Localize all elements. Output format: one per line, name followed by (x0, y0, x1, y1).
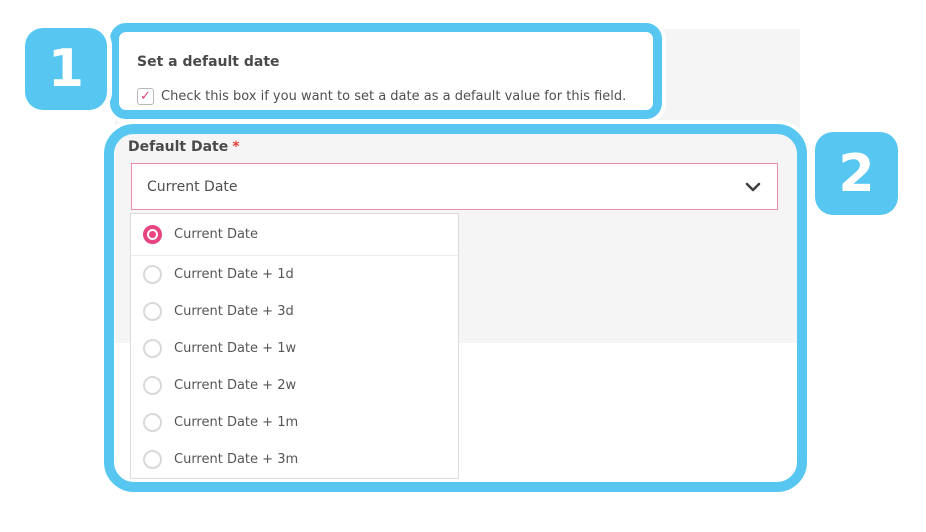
checkmark-icon: ✓ (140, 88, 151, 104)
dropdown-option[interactable]: Current Date + 3d (131, 293, 458, 330)
dropdown-option-label: Current Date + 2w (174, 378, 297, 393)
dropdown-option[interactable]: Current Date + 1m (131, 404, 458, 441)
dropdown-option-label: Current Date + 3d (174, 304, 294, 319)
set-default-date-section: Set a default date ✓ Check this box if y… (128, 41, 644, 105)
select-value: Current Date (147, 178, 238, 195)
dropdown-option-label: Current Date + 1m (174, 415, 299, 430)
radio-icon[interactable] (143, 413, 162, 432)
dropdown-option[interactable]: Current Date (131, 214, 458, 256)
dropdown-option[interactable]: Current Date + 3m (131, 441, 458, 478)
checkbox-label: Check this box if you want to set a date… (161, 89, 627, 104)
default-date-checkbox[interactable]: ✓ (137, 88, 154, 105)
radio-icon[interactable] (143, 302, 162, 321)
default-date-dropdown: Current Date Current Date + 1d Current D… (130, 213, 459, 479)
dropdown-option[interactable]: Current Date + 1w (131, 330, 458, 367)
field-label-text: Default Date (128, 139, 229, 155)
dropdown-option[interactable]: Current Date + 2w (131, 367, 458, 404)
dropdown-option-label: Current Date + 1w (174, 341, 297, 356)
default-date-field-label: Default Date * (128, 139, 240, 155)
dropdown-option-label: Current Date (174, 227, 259, 242)
dropdown-option-label: Current Date + 1d (174, 267, 294, 282)
set-default-date-checkbox-row: ✓ Check this box if you want to set a da… (137, 88, 626, 105)
default-date-select[interactable]: Current Date (131, 163, 778, 210)
radio-icon[interactable] (143, 450, 162, 469)
step-2-badge: 2 (815, 132, 898, 215)
radio-icon[interactable] (143, 339, 162, 358)
radio-icon[interactable] (143, 376, 162, 395)
step-1-badge: 1 (25, 28, 107, 110)
dropdown-option[interactable]: Current Date + 1d (131, 256, 458, 293)
set-default-date-title: Set a default date (137, 54, 280, 70)
required-asterisk: * (232, 139, 240, 155)
chevron-down-icon[interactable] (745, 182, 761, 192)
dropdown-option-label: Current Date + 3m (174, 452, 299, 467)
annotation-box-step-1: Set a default date ✓ Check this box if y… (110, 23, 662, 119)
radio-icon[interactable] (143, 265, 162, 284)
radio-icon[interactable] (143, 225, 162, 244)
